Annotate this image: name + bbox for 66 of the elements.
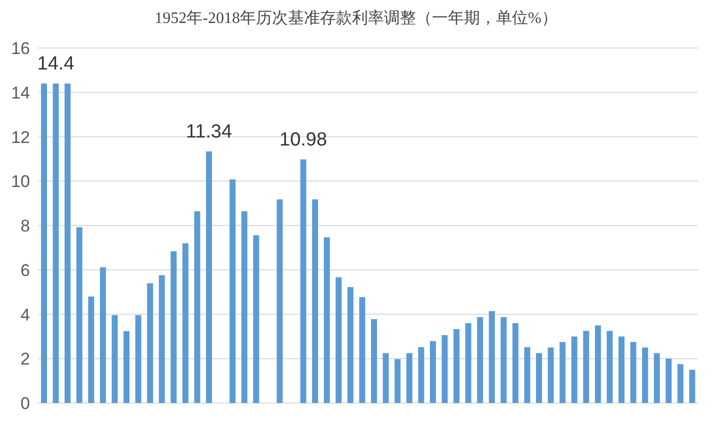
- y-tick-label: 4: [20, 305, 30, 324]
- bar: [158, 275, 165, 403]
- data-label: 10.98: [280, 129, 328, 150]
- bar: [618, 336, 624, 403]
- bar: [512, 323, 518, 403]
- bar: [100, 267, 106, 403]
- bar: [112, 315, 118, 403]
- y-tick-label: 16: [11, 39, 30, 58]
- bar: [406, 353, 412, 403]
- bar: [241, 211, 248, 403]
- bar: [147, 283, 154, 403]
- y-tick-label: 14: [11, 83, 30, 102]
- bar: [560, 342, 566, 403]
- bar: [536, 353, 542, 403]
- bar: [394, 359, 401, 403]
- bar: [359, 297, 366, 403]
- bar: [124, 331, 130, 403]
- bar: [477, 317, 484, 403]
- bar: [230, 179, 236, 403]
- bar: [524, 347, 530, 403]
- bar: [630, 342, 636, 403]
- bar: [76, 227, 82, 403]
- bar: [488, 311, 495, 403]
- bar: [276, 199, 283, 403]
- bar: [606, 330, 613, 403]
- bar: [583, 330, 590, 403]
- bar: [442, 335, 448, 403]
- data-label: 14.4: [37, 54, 75, 74]
- bar: [677, 364, 684, 403]
- bar: [41, 84, 47, 403]
- bar: [170, 251, 177, 403]
- bar: [594, 325, 601, 403]
- bar: [300, 159, 306, 403]
- bar: [666, 358, 672, 403]
- bar: [548, 348, 554, 403]
- bar: [654, 353, 660, 403]
- chart-title: 1952年-2018年历次基准存款利率调整（一年期，单位%）: [154, 8, 558, 29]
- bar: [430, 341, 436, 403]
- bar: [571, 336, 578, 403]
- bar: [371, 319, 377, 403]
- bar: [347, 287, 354, 403]
- data-label: 11.34: [186, 121, 232, 142]
- y-tick-label: 8: [20, 216, 30, 236]
- bar: [182, 243, 188, 403]
- bar: [135, 315, 142, 403]
- y-tick-label: 0: [20, 394, 30, 414]
- bar: [52, 84, 59, 403]
- bar: [336, 277, 342, 403]
- bar: [324, 237, 330, 403]
- bar: [253, 235, 260, 403]
- bar: [382, 353, 389, 403]
- bar: [206, 151, 212, 403]
- bar: [312, 199, 318, 403]
- y-tick-label: 6: [20, 260, 30, 280]
- y-tick-label: 10: [11, 172, 30, 192]
- bar: [642, 348, 648, 403]
- y-tick-label: 12: [11, 128, 30, 147]
- bar: [418, 347, 424, 403]
- y-tick-label: 2: [20, 350, 30, 369]
- bar: [454, 329, 460, 403]
- bar: [64, 84, 71, 403]
- bar: [194, 211, 200, 403]
- bar: [689, 370, 696, 403]
- bar: [465, 323, 472, 403]
- bar: [500, 317, 507, 403]
- bar: [88, 296, 94, 403]
